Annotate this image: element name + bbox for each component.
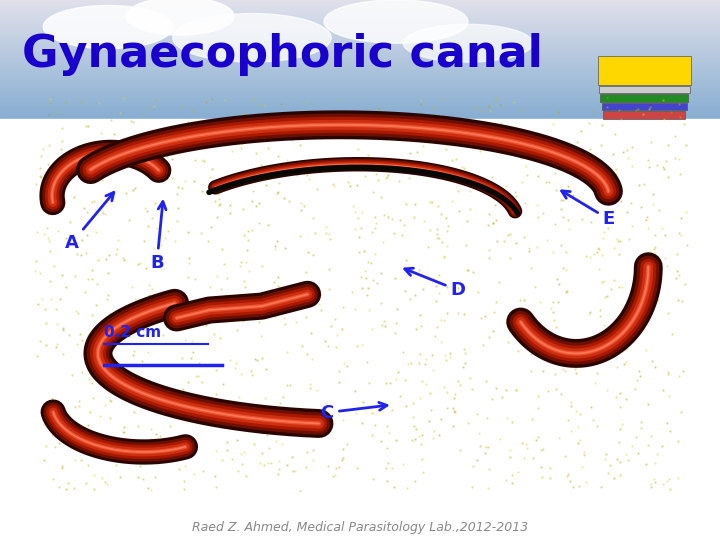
Ellipse shape bbox=[126, 0, 234, 35]
Text: C: C bbox=[320, 402, 387, 422]
FancyBboxPatch shape bbox=[602, 103, 687, 110]
Text: Gynaecophoric canal: Gynaecophoric canal bbox=[22, 32, 542, 76]
FancyBboxPatch shape bbox=[599, 86, 690, 93]
FancyBboxPatch shape bbox=[600, 94, 688, 102]
Text: E: E bbox=[562, 191, 615, 228]
Ellipse shape bbox=[403, 24, 533, 62]
FancyBboxPatch shape bbox=[603, 111, 685, 119]
Text: 0.2 cm: 0.2 cm bbox=[104, 325, 161, 340]
Text: B: B bbox=[150, 201, 166, 272]
Ellipse shape bbox=[43, 5, 173, 49]
FancyBboxPatch shape bbox=[598, 56, 691, 85]
Ellipse shape bbox=[173, 14, 331, 62]
Text: A: A bbox=[65, 192, 114, 252]
Ellipse shape bbox=[324, 0, 468, 43]
Text: D: D bbox=[405, 268, 466, 299]
Text: Raed Z. Ahmed, Medical Parasitology Lab.,2012-2013: Raed Z. Ahmed, Medical Parasitology Lab.… bbox=[192, 521, 528, 534]
